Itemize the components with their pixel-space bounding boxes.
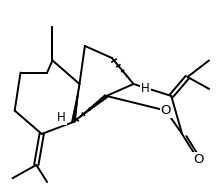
Text: O: O <box>193 154 203 166</box>
Polygon shape <box>73 95 108 122</box>
Text: O: O <box>161 104 171 117</box>
Text: H: H <box>141 82 150 95</box>
Polygon shape <box>71 84 79 122</box>
Text: H: H <box>57 111 66 124</box>
